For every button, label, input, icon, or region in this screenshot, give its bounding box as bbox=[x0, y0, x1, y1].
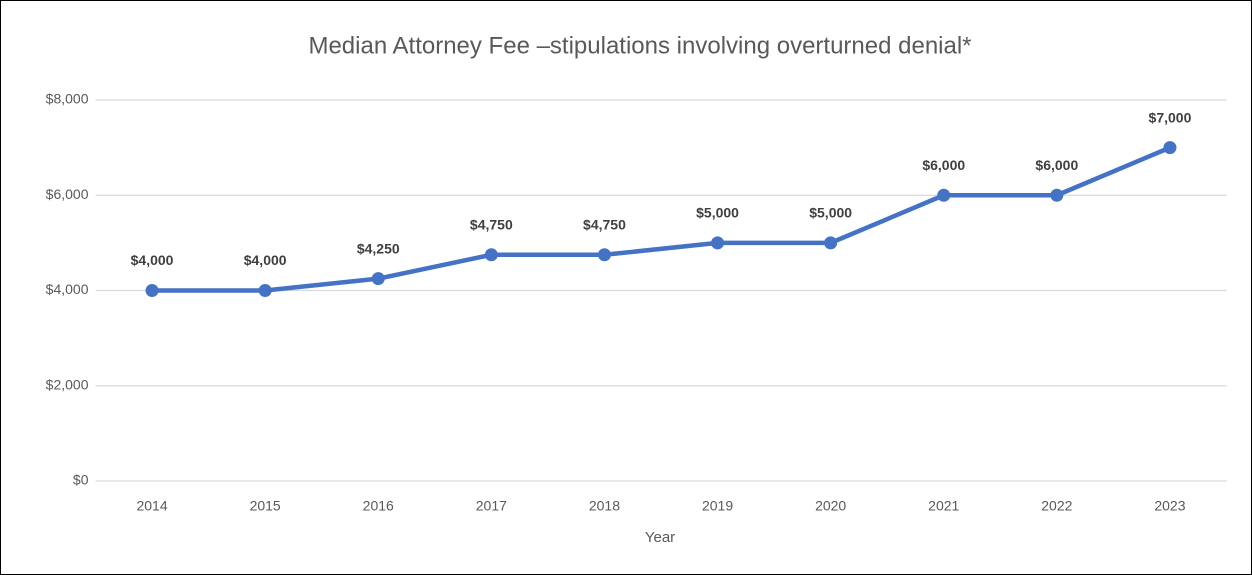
marker bbox=[371, 272, 385, 286]
data-label: $5,000 bbox=[696, 205, 739, 221]
marker bbox=[937, 188, 951, 202]
x-tick-label: 2020 bbox=[815, 498, 846, 514]
marker bbox=[484, 248, 498, 262]
y-tick-label: $0 bbox=[73, 472, 89, 488]
chart-title: Median Attorney Fee –stipulations involv… bbox=[308, 32, 971, 59]
data-label: $6,000 bbox=[1035, 157, 1078, 173]
x-tick-label: 2019 bbox=[702, 498, 733, 514]
data-label: $4,750 bbox=[583, 216, 626, 232]
data-label: $6,000 bbox=[922, 157, 965, 173]
x-tick-label: 2018 bbox=[589, 498, 620, 514]
y-tick-label: $8,000 bbox=[46, 91, 89, 107]
y-tick-label: $6,000 bbox=[46, 186, 89, 202]
marker bbox=[258, 284, 272, 297]
marker bbox=[1163, 141, 1177, 155]
x-tick-label: 2021 bbox=[928, 498, 959, 514]
x-tick-label: 2022 bbox=[1041, 498, 1072, 514]
y-tick-label: $2,000 bbox=[46, 376, 89, 392]
x-axis-label: Year bbox=[645, 529, 675, 546]
marker bbox=[597, 248, 611, 262]
marker bbox=[711, 236, 725, 250]
marker bbox=[1050, 188, 1064, 202]
data-label: $4,000 bbox=[131, 252, 174, 268]
data-label: $4,750 bbox=[470, 216, 513, 232]
x-tick-label: 2016 bbox=[363, 498, 394, 514]
data-label: $4,250 bbox=[357, 240, 400, 256]
line bbox=[152, 145, 1171, 293]
marker bbox=[824, 236, 838, 250]
x-tick-label: 2017 bbox=[476, 498, 507, 514]
x-tick-label: 2015 bbox=[250, 498, 281, 514]
y-tick-label: $4,000 bbox=[46, 281, 89, 297]
x-tick-label: 2014 bbox=[136, 498, 167, 514]
marker bbox=[145, 284, 159, 297]
data-label: $7,000 bbox=[1149, 109, 1192, 125]
data-label: $5,000 bbox=[809, 205, 852, 221]
data-label: $4,000 bbox=[244, 252, 287, 268]
x-tick-label: 2023 bbox=[1154, 498, 1185, 514]
